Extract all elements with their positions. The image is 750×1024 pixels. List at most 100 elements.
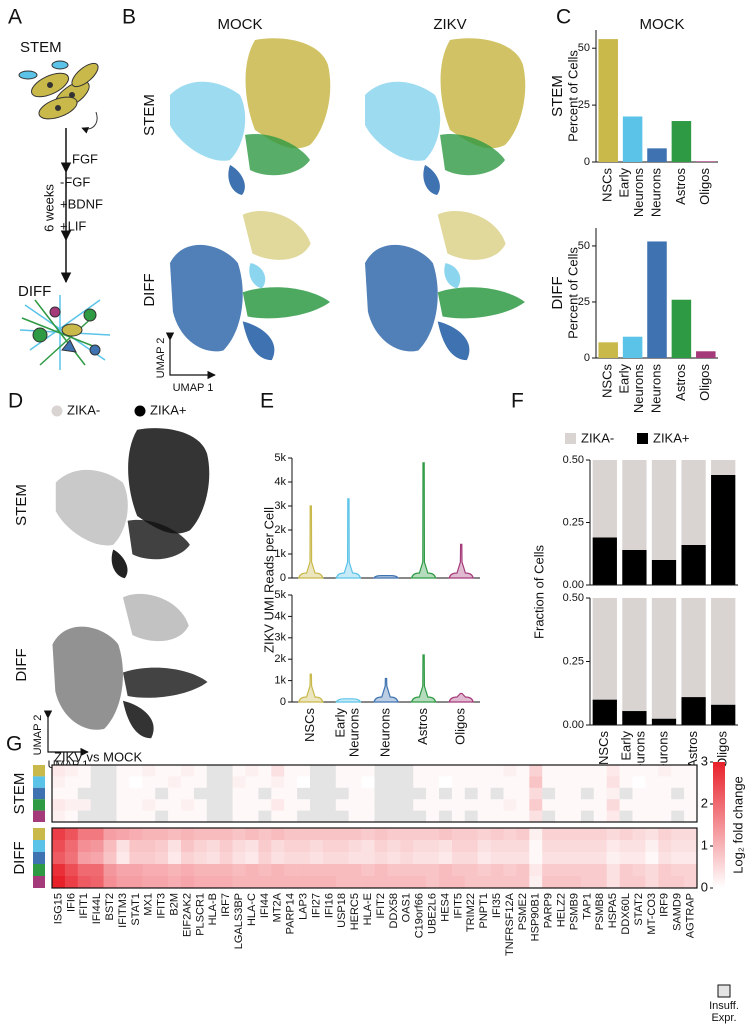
heatmap-cell xyxy=(593,864,607,877)
x-tick-label: HSPA5 xyxy=(607,893,619,928)
insufficient-cell xyxy=(310,765,324,777)
insufficient-cell xyxy=(387,810,401,823)
x-tick-label: IFI44 xyxy=(259,893,271,918)
heatmap-cell xyxy=(258,876,272,889)
heatmap-cell xyxy=(606,810,620,823)
heatmap-cell xyxy=(645,840,659,853)
stem-label: STEM xyxy=(20,39,62,56)
bar xyxy=(671,299,692,358)
heatmap-cell xyxy=(439,876,453,889)
x-tick-label: USP18 xyxy=(336,893,348,928)
heatmap-cell xyxy=(258,828,272,841)
x-tick-label: IFIT1 xyxy=(78,893,90,919)
heatmap-cell xyxy=(464,864,478,877)
heatmap-cell xyxy=(503,840,517,853)
x-tick-label: Neurons xyxy=(648,364,663,414)
bar-segment xyxy=(592,699,617,725)
heatmap-cell xyxy=(464,840,478,853)
heatmap-cell xyxy=(245,810,259,823)
panel-label: G xyxy=(6,733,22,756)
heatmap-cell xyxy=(568,840,582,853)
heatmap-cell xyxy=(593,810,607,823)
panel-title: MOCK xyxy=(640,16,685,33)
heatmap-cell xyxy=(503,852,517,865)
treatment: +BDNF xyxy=(60,196,103,211)
heatmap-cell xyxy=(322,864,337,877)
heatmap-cell xyxy=(348,852,362,865)
heatmap-cell xyxy=(181,765,195,777)
heatmap-cell xyxy=(606,852,620,865)
heatmap-cell xyxy=(116,787,130,800)
x-tick-label: NSCs xyxy=(600,168,615,202)
heatmap-cell xyxy=(632,864,646,877)
column-title: ZIKV xyxy=(433,16,466,33)
heatmap-cell xyxy=(129,852,143,865)
heatmap-cell xyxy=(671,765,685,777)
x-tick-label: Neurons xyxy=(377,708,392,758)
heatmap-cell xyxy=(568,787,582,800)
x-tick-label: Astros xyxy=(673,168,688,205)
insufficient-cell xyxy=(439,787,453,800)
violin xyxy=(448,692,474,703)
heatmap-cell xyxy=(645,810,659,823)
heatmap-cell xyxy=(310,828,324,841)
heatmap-cell xyxy=(464,828,478,841)
insufficient-cell xyxy=(219,787,233,800)
insufficient-cell xyxy=(310,810,324,823)
heatmap-cell xyxy=(310,876,324,889)
heatmap-cell xyxy=(516,776,530,789)
panel-label: C xyxy=(556,6,571,29)
heatmap-cell xyxy=(632,799,646,811)
heatmap-cell xyxy=(64,828,79,841)
heatmap-cell xyxy=(64,810,79,823)
heatmap-cell xyxy=(348,776,362,789)
heatmap-cell xyxy=(155,799,169,811)
y-tick-label: 0.00 xyxy=(563,719,584,731)
heatmap-cell xyxy=(181,828,195,841)
row-color xyxy=(33,799,45,811)
insufficient-cell xyxy=(322,776,337,789)
row-color xyxy=(33,852,45,864)
heatmap-cell xyxy=(451,828,466,841)
x-tick-label: MX1 xyxy=(143,893,155,916)
heatmap-cell xyxy=(477,852,491,865)
heatmap-cell xyxy=(103,840,117,853)
heatmap-cell xyxy=(671,828,685,841)
insufficient-cell xyxy=(374,787,388,800)
heatmap-cell xyxy=(619,864,633,877)
heatmap-cell xyxy=(335,828,349,841)
heatmap-cell xyxy=(155,852,169,865)
insufficient-cell xyxy=(103,776,117,789)
heatmap-cell xyxy=(245,799,259,811)
heatmap-cell xyxy=(593,828,607,841)
heatmap-cell xyxy=(181,852,195,865)
heatmap-cell xyxy=(206,840,220,853)
heatmap-cell xyxy=(439,776,453,789)
heatmap-cell xyxy=(490,776,504,789)
heatmap-cell xyxy=(555,828,569,841)
heatmap-cell xyxy=(580,765,595,777)
heatmap-cell xyxy=(503,810,517,823)
x-tick-label: B2M xyxy=(168,893,180,916)
heatmap-cell xyxy=(387,840,401,853)
heatmap-cell xyxy=(658,828,672,841)
y-tick-label: 0.50 xyxy=(563,592,584,604)
heatmap-cell xyxy=(348,799,362,811)
heatmap-cell xyxy=(116,828,130,841)
heatmap-cell xyxy=(606,765,620,777)
heatmap-cell xyxy=(322,840,337,853)
umap-plot xyxy=(55,428,210,579)
heatmap-cell xyxy=(297,799,311,811)
heatmap-cell xyxy=(413,840,427,853)
heatmap-cell xyxy=(361,840,375,853)
heatmap-cell xyxy=(90,876,104,889)
insufficient-cell xyxy=(90,810,104,823)
x-tick-label: IFI44L xyxy=(91,893,103,924)
x-tick-label: IFI35 xyxy=(491,893,503,918)
heatmap-cell xyxy=(116,840,130,853)
heatmap-cell xyxy=(555,810,569,823)
heatmap-cell xyxy=(580,840,595,853)
heatmap-cell xyxy=(361,810,375,823)
heatmap-cell xyxy=(52,852,66,865)
